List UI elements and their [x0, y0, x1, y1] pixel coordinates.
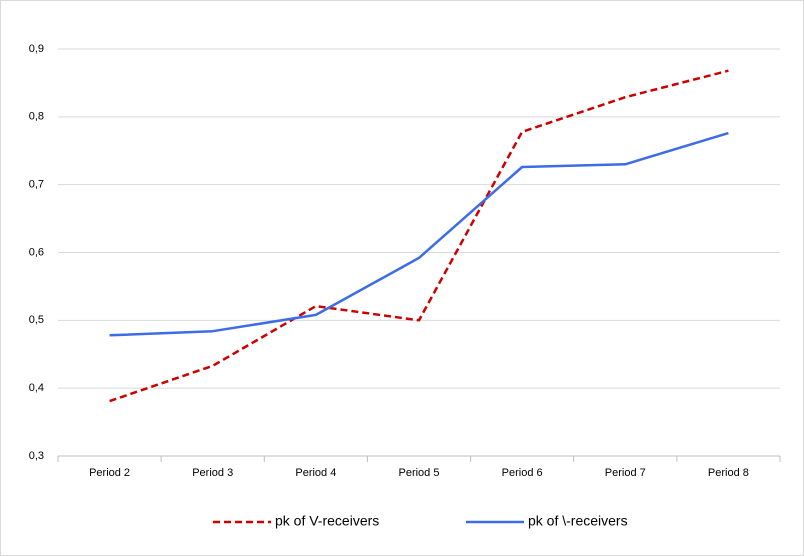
y-tick-label: 0,6: [29, 246, 44, 258]
series-line: [109, 69, 729, 403]
x-tick-label: Period 7: [605, 467, 646, 479]
x-tick-label: Period 2: [89, 467, 130, 479]
legend-label: pk of \-receivers: [528, 513, 628, 529]
legend-label: pk of V-receivers: [275, 513, 379, 529]
y-tick-label: 0,5: [29, 314, 44, 326]
x-tick-label: Period 3: [192, 467, 233, 479]
x-tick-label: Period 8: [708, 467, 749, 479]
x-tick-label: Period 6: [502, 467, 543, 479]
x-tick-label: Period 4: [295, 467, 336, 479]
y-tick-label: 0,4: [29, 382, 44, 394]
y-tick-label: 0,7: [29, 179, 44, 191]
x-tick-label: Period 5: [399, 467, 440, 479]
y-tick-label: 0,8: [29, 111, 44, 123]
y-tick-label: 0,9: [29, 43, 44, 55]
series-line: [109, 131, 729, 337]
y-tick-label: 0,3: [29, 450, 44, 462]
